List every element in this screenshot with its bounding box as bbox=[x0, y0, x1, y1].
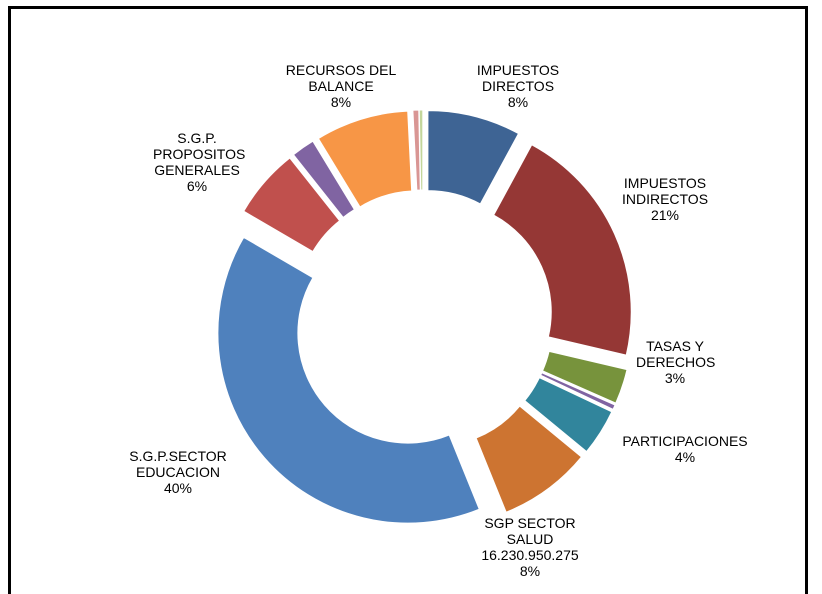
category-label: PARTICIPACIONES bbox=[622, 433, 748, 449]
donut-slice bbox=[541, 350, 628, 404]
value-label: 8% bbox=[519, 563, 541, 579]
category-label: S.G.P. PROPOSITOS GENERALES bbox=[153, 130, 246, 178]
category-label: RECURSOS DEL BALANCE bbox=[285, 62, 397, 94]
category-label: IMPUESTOS DIRECTOS bbox=[476, 62, 560, 94]
donut-slice bbox=[317, 110, 413, 208]
slice-label: TASAS Y DERECHOS 3% bbox=[636, 338, 716, 386]
value-label: 4% bbox=[674, 449, 696, 465]
slice-label: RECURSOS DEL BALANCE 8% bbox=[285, 62, 397, 110]
donut-slice bbox=[524, 376, 613, 453]
value-label: 8% bbox=[330, 94, 352, 110]
value-label: 3% bbox=[664, 370, 686, 386]
donut-slice bbox=[292, 140, 356, 219]
slice-label: SGP SECTOR SALUD 16.230.950.275 8% bbox=[470, 515, 590, 579]
donut-slice bbox=[418, 109, 424, 191]
slice-label: PARTICIPACIONES 4% bbox=[615, 433, 755, 465]
slice-label: S.G.P.SECTOR EDUCACION 40% bbox=[123, 448, 233, 496]
category-label: S.G.P.SECTOR EDUCACION bbox=[129, 448, 227, 480]
slice-label: IMPUESTOS DIRECTOS 8% bbox=[473, 62, 563, 110]
category-label: TASAS Y DERECHOS bbox=[636, 338, 716, 370]
slice-label: IMPUESTOS INDIRECTOS 21% bbox=[615, 175, 715, 223]
donut-slice bbox=[217, 236, 480, 524]
category-label: IMPUESTOS INDIRECTOS bbox=[621, 175, 709, 207]
amount-label: 16.230.950.275 bbox=[481, 547, 579, 563]
slice-label: S.G.P. PROPOSITOS GENERALES 6% bbox=[153, 130, 246, 194]
category-label: SGP SECTOR SALUD bbox=[484, 515, 576, 547]
donut-slice bbox=[540, 372, 616, 411]
value-label: 6% bbox=[186, 178, 208, 194]
value-label: 8% bbox=[507, 94, 529, 110]
donut-slice bbox=[427, 110, 520, 205]
donut-slice bbox=[243, 157, 341, 253]
value-label: 21% bbox=[650, 207, 680, 223]
value-label: 40% bbox=[163, 480, 193, 496]
donut-slice bbox=[492, 144, 632, 356]
frame bbox=[8, 6, 808, 594]
donut-slice bbox=[475, 405, 583, 513]
